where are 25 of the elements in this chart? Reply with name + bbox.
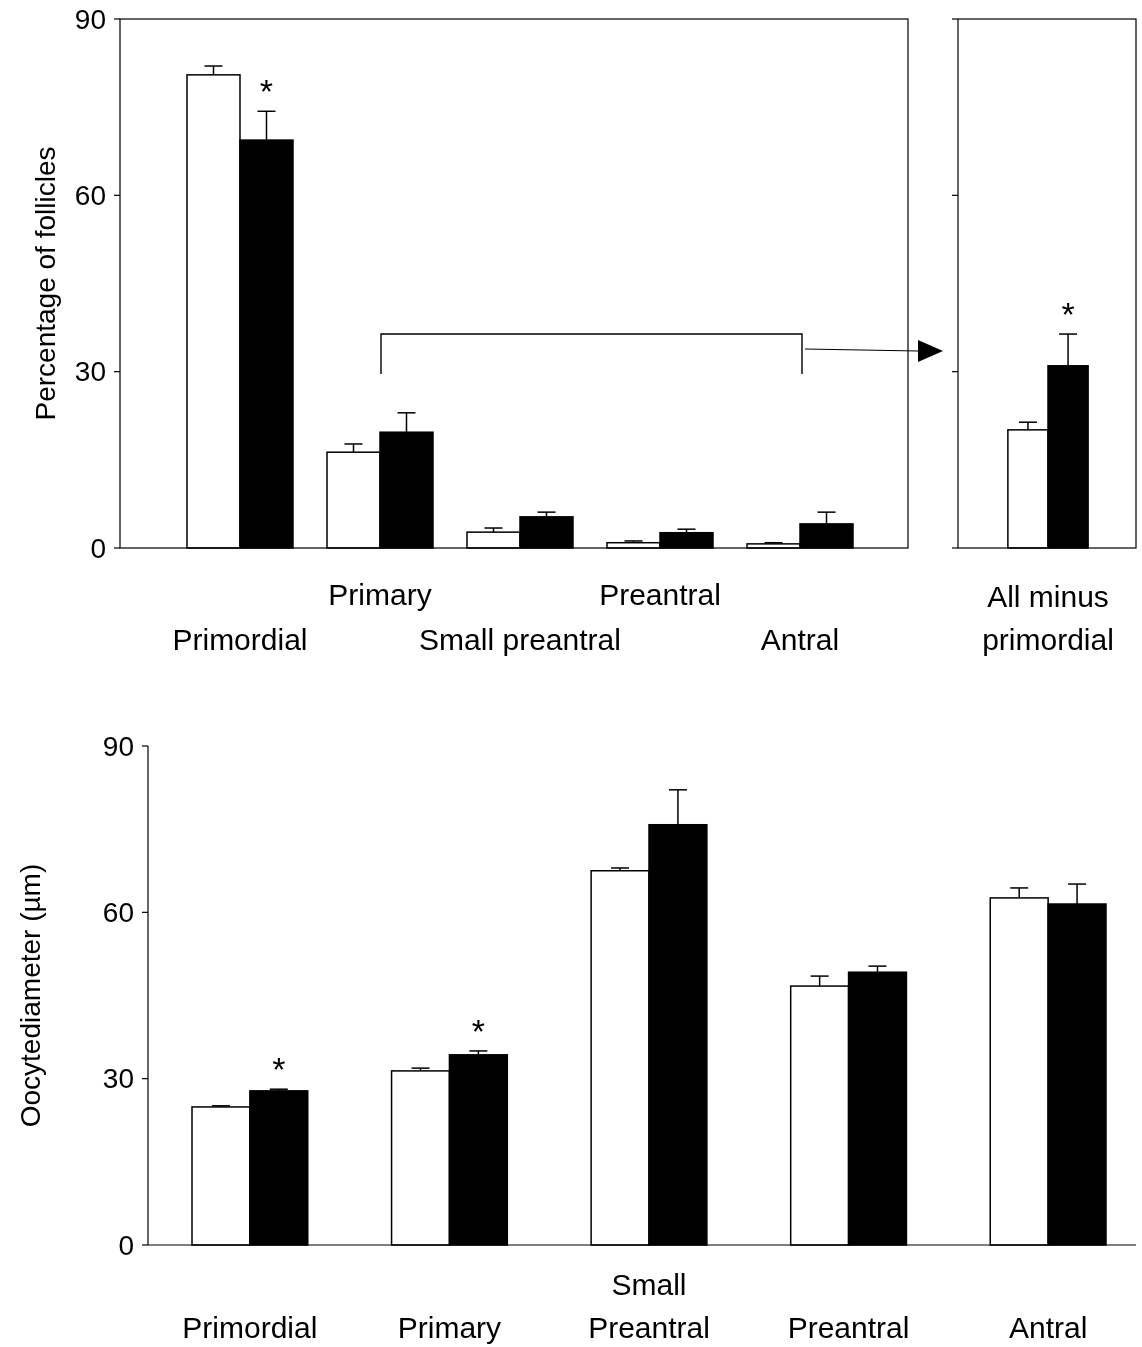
y-tick-label: 60 xyxy=(102,897,134,929)
x-tick-label: Antral xyxy=(1008,1311,1088,1344)
y-tick-label: 0 xyxy=(90,532,106,564)
y-tick-label: 30 xyxy=(102,1063,134,1095)
annotation: * xyxy=(272,1050,286,1089)
y-axis-title: Oocytediameter (µm) xyxy=(14,863,46,1128)
x-tick-label: All minus primordial xyxy=(982,580,1114,656)
x-tick-label: Preantral xyxy=(787,1311,910,1344)
annotation: * xyxy=(259,72,274,111)
annotation: * xyxy=(1061,295,1075,334)
y-tick-label: 90 xyxy=(74,3,106,35)
y-axis-title: Percentage of follicles xyxy=(29,146,61,421)
x-tick-label: Primary xyxy=(397,1311,502,1344)
x-tick-label: Primary xyxy=(328,578,432,611)
y-tick-label: 30 xyxy=(74,356,106,388)
annotation: * xyxy=(471,1011,485,1050)
x-tick-label: Preantral xyxy=(599,578,721,611)
y-tick-label: 0 xyxy=(118,1229,134,1261)
x-tick-label: Primordial xyxy=(182,1311,318,1344)
x-tick-label: Antral xyxy=(760,623,840,656)
x-tick-label: Small Preantral xyxy=(588,1268,710,1344)
x-tick-label: Small preantral xyxy=(419,623,621,656)
y-tick-label: 60 xyxy=(74,180,106,212)
x-tick-label: Primordial xyxy=(172,623,308,656)
y-tick-label: 90 xyxy=(102,730,134,762)
